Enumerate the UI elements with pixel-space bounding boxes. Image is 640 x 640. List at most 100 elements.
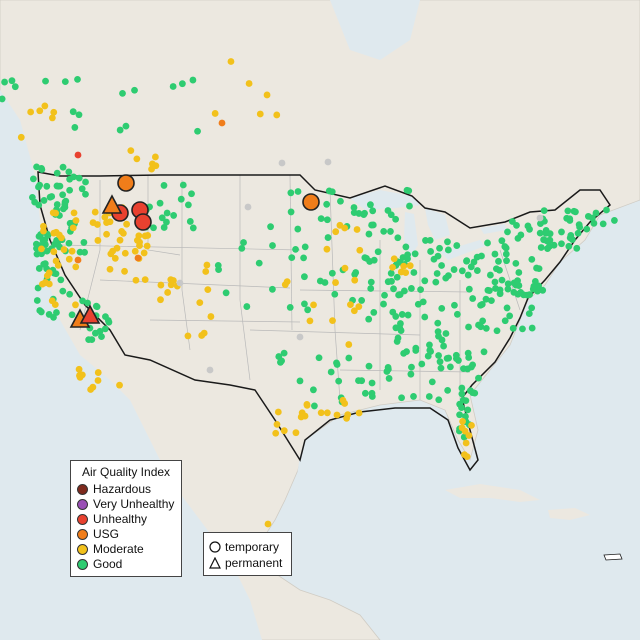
monitor-site-good[interactable] (328, 188, 336, 196)
monitor-site-moderate[interactable] (140, 249, 148, 257)
monitor-site-good[interactable] (444, 246, 452, 254)
monitor-site-good[interactable] (46, 193, 54, 201)
monitor-site-good[interactable] (333, 361, 341, 368)
monitor-site-good[interactable] (381, 291, 388, 299)
monitor-site-moderate[interactable] (106, 218, 114, 226)
monitor-site-good[interactable] (156, 199, 164, 207)
monitor-site-good[interactable] (158, 214, 166, 222)
monitor-site-moderate[interactable] (272, 429, 280, 437)
monitor-site-moderate[interactable] (65, 255, 73, 263)
monitor-site-good[interactable] (519, 325, 526, 333)
monitor-site-good[interactable] (473, 253, 481, 261)
monitor-site-good[interactable] (122, 122, 130, 130)
monitor-site-moderate[interactable] (458, 424, 466, 432)
monitor-site-moderate[interactable] (204, 286, 212, 294)
monitor-site-good[interactable] (189, 76, 197, 84)
monitor-site-good[interactable] (39, 236, 47, 244)
monitor-site-good[interactable] (392, 215, 400, 223)
monitor-site-moderate[interactable] (152, 162, 160, 170)
monitor-site-good[interactable] (385, 375, 393, 382)
monitor-site-good[interactable] (42, 77, 49, 85)
monitor-site-good[interactable] (387, 228, 394, 235)
monitor-site-good[interactable] (392, 324, 400, 332)
monitor-site-good[interactable] (214, 261, 222, 269)
monitor-site-moderate[interactable] (347, 301, 354, 309)
monitor-site-no-data[interactable] (244, 203, 252, 211)
monitor-site-good[interactable] (425, 393, 433, 400)
monitor-site-good[interactable] (43, 182, 51, 190)
monitor-site-good[interactable] (327, 368, 335, 376)
monitor-site-moderate[interactable] (332, 279, 339, 286)
monitor-site-good[interactable] (61, 78, 69, 86)
monitor-site-good[interactable] (68, 311, 76, 319)
monitor-site-moderate[interactable] (336, 221, 344, 229)
monitor-site-good[interactable] (491, 278, 499, 286)
monitor-site-good[interactable] (321, 279, 329, 286)
monitor-site-good[interactable] (436, 358, 444, 366)
monitor-site-moderate[interactable] (60, 246, 68, 253)
monitor-site-good[interactable] (426, 236, 434, 244)
monitor-site-moderate[interactable] (54, 261, 62, 269)
monitor-site-moderate[interactable] (40, 222, 47, 230)
highlight-site-temporary-usg[interactable] (117, 174, 135, 192)
monitor-site-good[interactable] (536, 229, 544, 237)
monitor-site-good[interactable] (40, 260, 48, 268)
monitor-site-good[interactable] (390, 285, 397, 293)
monitor-site-good[interactable] (525, 310, 533, 318)
monitor-site-moderate[interactable] (333, 411, 341, 419)
monitor-site-moderate[interactable] (58, 234, 65, 242)
monitor-site-good[interactable] (458, 384, 466, 392)
monitor-site-good[interactable] (240, 239, 247, 246)
monitor-site-moderate[interactable] (72, 263, 80, 271)
monitor-site-good[interactable] (471, 389, 479, 397)
monitor-site-moderate[interactable] (113, 244, 121, 252)
monitor-site-good[interactable] (510, 288, 518, 296)
monitor-site-good[interactable] (520, 291, 528, 299)
monitor-site-good[interactable] (443, 355, 451, 362)
monitor-site-moderate[interactable] (164, 289, 172, 296)
monitor-site-good[interactable] (380, 300, 387, 308)
monitor-site-good[interactable] (66, 186, 74, 194)
monitor-site-good[interactable] (464, 406, 472, 414)
monitor-site-good[interactable] (71, 124, 79, 131)
monitor-site-good[interactable] (0, 95, 6, 103)
monitor-site-good[interactable] (418, 360, 426, 368)
monitor-site-good[interactable] (40, 197, 48, 204)
monitor-site-good[interactable] (160, 224, 168, 231)
monitor-site-moderate[interactable] (203, 261, 211, 269)
highlight-site-temporary-usg[interactable] (302, 193, 320, 211)
monitor-site-moderate[interactable] (17, 133, 25, 141)
monitor-site-good[interactable] (440, 342, 447, 350)
monitor-site-good[interactable] (540, 207, 548, 215)
monitor-site-no-data[interactable] (176, 279, 184, 287)
monitor-site-moderate[interactable] (323, 245, 331, 253)
monitor-site-moderate[interactable] (89, 383, 97, 391)
monitor-site-good[interactable] (177, 195, 185, 203)
monitor-site-good[interactable] (501, 317, 509, 325)
monitor-site-good[interactable] (397, 320, 404, 327)
monitor-site-good[interactable] (53, 309, 60, 316)
monitor-site-good[interactable] (85, 336, 93, 344)
monitor-site-good[interactable] (82, 190, 89, 198)
monitor-site-good[interactable] (29, 175, 37, 183)
monitor-site-moderate[interactable] (136, 242, 143, 249)
monitor-site-good[interactable] (427, 348, 435, 355)
monitor-site-good[interactable] (503, 257, 510, 265)
monitor-site-moderate[interactable] (41, 278, 49, 286)
monitor-site-good[interactable] (406, 202, 413, 210)
monitor-site-good[interactable] (79, 297, 86, 305)
monitor-site-good[interactable] (550, 241, 558, 249)
monitor-site-good[interactable] (296, 377, 304, 385)
monitor-site-good[interactable] (163, 218, 170, 226)
monitor-site-moderate[interactable] (323, 409, 331, 417)
monitor-site-good[interactable] (535, 265, 543, 273)
monitor-site-good[interactable] (458, 267, 466, 275)
monitor-site-good[interactable] (294, 225, 302, 233)
monitor-site-good[interactable] (243, 303, 251, 310)
monitor-site-good[interactable] (542, 229, 550, 237)
monitor-site-good[interactable] (75, 174, 83, 182)
monitor-site-moderate[interactable] (355, 409, 363, 417)
monitor-site-good[interactable] (50, 313, 57, 321)
highlight-site-permanent-unhealthy[interactable] (79, 304, 101, 324)
monitor-site-good[interactable] (438, 336, 446, 344)
